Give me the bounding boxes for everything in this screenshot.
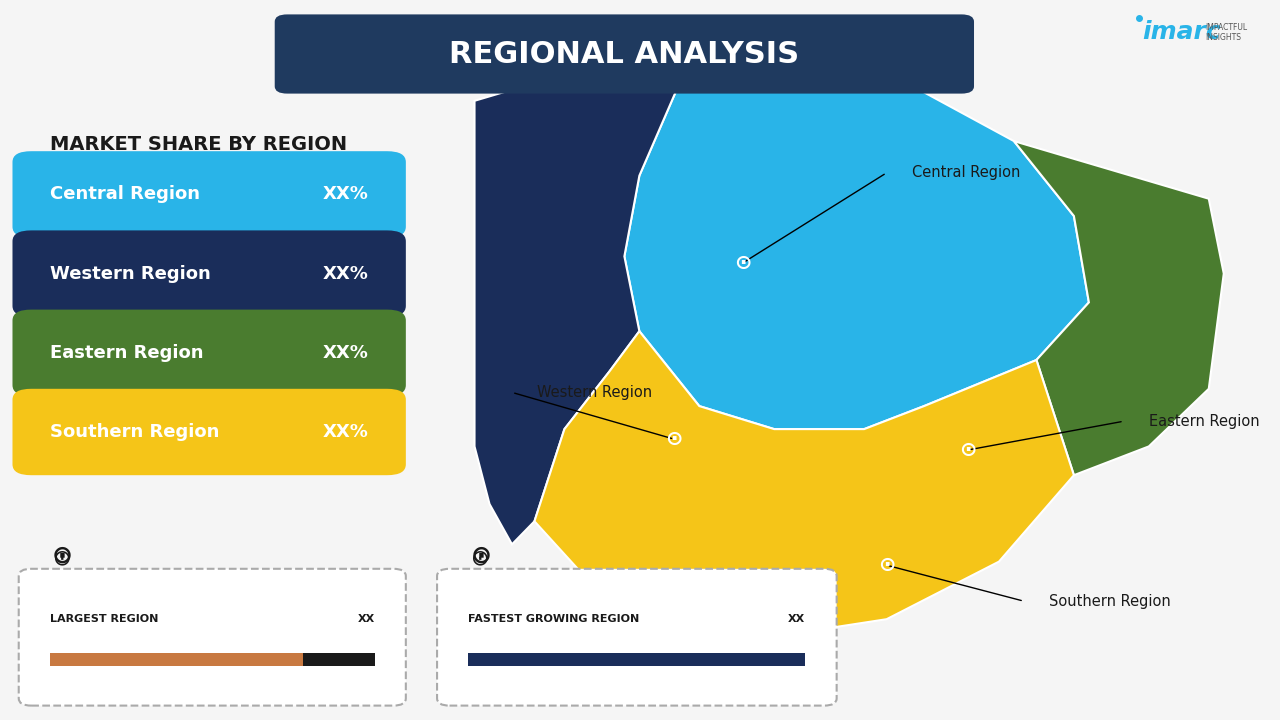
Text: ⊙: ⊙: [735, 253, 751, 273]
Bar: [468, 653, 805, 666]
Text: XX: XX: [788, 614, 805, 624]
Bar: [303, 653, 375, 666]
Text: REGIONAL ANALYSIS: REGIONAL ANALYSIS: [449, 40, 800, 68]
FancyBboxPatch shape: [13, 389, 406, 475]
Text: XX%: XX%: [323, 185, 369, 203]
Text: MARKET SHARE BY REGION: MARKET SHARE BY REGION: [50, 135, 347, 153]
Polygon shape: [535, 331, 1074, 636]
Text: Western Region: Western Region: [536, 385, 652, 400]
Text: Southern Region: Southern Region: [50, 423, 219, 441]
Text: XX: XX: [357, 614, 375, 624]
Polygon shape: [475, 72, 685, 544]
Text: ⊙: ⊙: [666, 429, 684, 449]
FancyBboxPatch shape: [13, 230, 406, 317]
Text: Southern Region: Southern Region: [1048, 594, 1171, 608]
Text: XX%: XX%: [323, 423, 369, 441]
Text: Eastern Region: Eastern Region: [1149, 414, 1260, 428]
Text: FASTEST GROWING REGION: FASTEST GROWING REGION: [468, 614, 640, 624]
FancyBboxPatch shape: [436, 569, 837, 706]
Text: XX%: XX%: [323, 344, 369, 362]
Text: Central Region: Central Region: [50, 185, 200, 203]
Text: Central Region: Central Region: [911, 166, 1020, 180]
Text: ⊙: ⊙: [52, 544, 73, 568]
Text: ⊙: ⊙: [878, 555, 895, 575]
FancyBboxPatch shape: [13, 151, 406, 238]
Text: imarc: imarc: [1143, 20, 1221, 45]
Text: ⊙: ⊙: [54, 548, 72, 568]
Text: Western Region: Western Region: [50, 265, 211, 283]
FancyBboxPatch shape: [13, 310, 406, 396]
Text: ⊙: ⊙: [471, 548, 490, 568]
Text: IMPACTFUL
INSIGHTS: IMPACTFUL INSIGHTS: [1204, 23, 1247, 42]
FancyBboxPatch shape: [275, 14, 974, 94]
Polygon shape: [625, 72, 1089, 429]
Text: LARGEST REGION: LARGEST REGION: [50, 614, 159, 624]
Text: XX%: XX%: [323, 265, 369, 283]
Text: ⊙: ⊙: [959, 440, 977, 460]
Text: Eastern Region: Eastern Region: [50, 344, 204, 362]
Text: ⊙: ⊙: [470, 544, 492, 568]
FancyBboxPatch shape: [19, 569, 406, 706]
Polygon shape: [1014, 141, 1224, 475]
Bar: [50, 653, 303, 666]
